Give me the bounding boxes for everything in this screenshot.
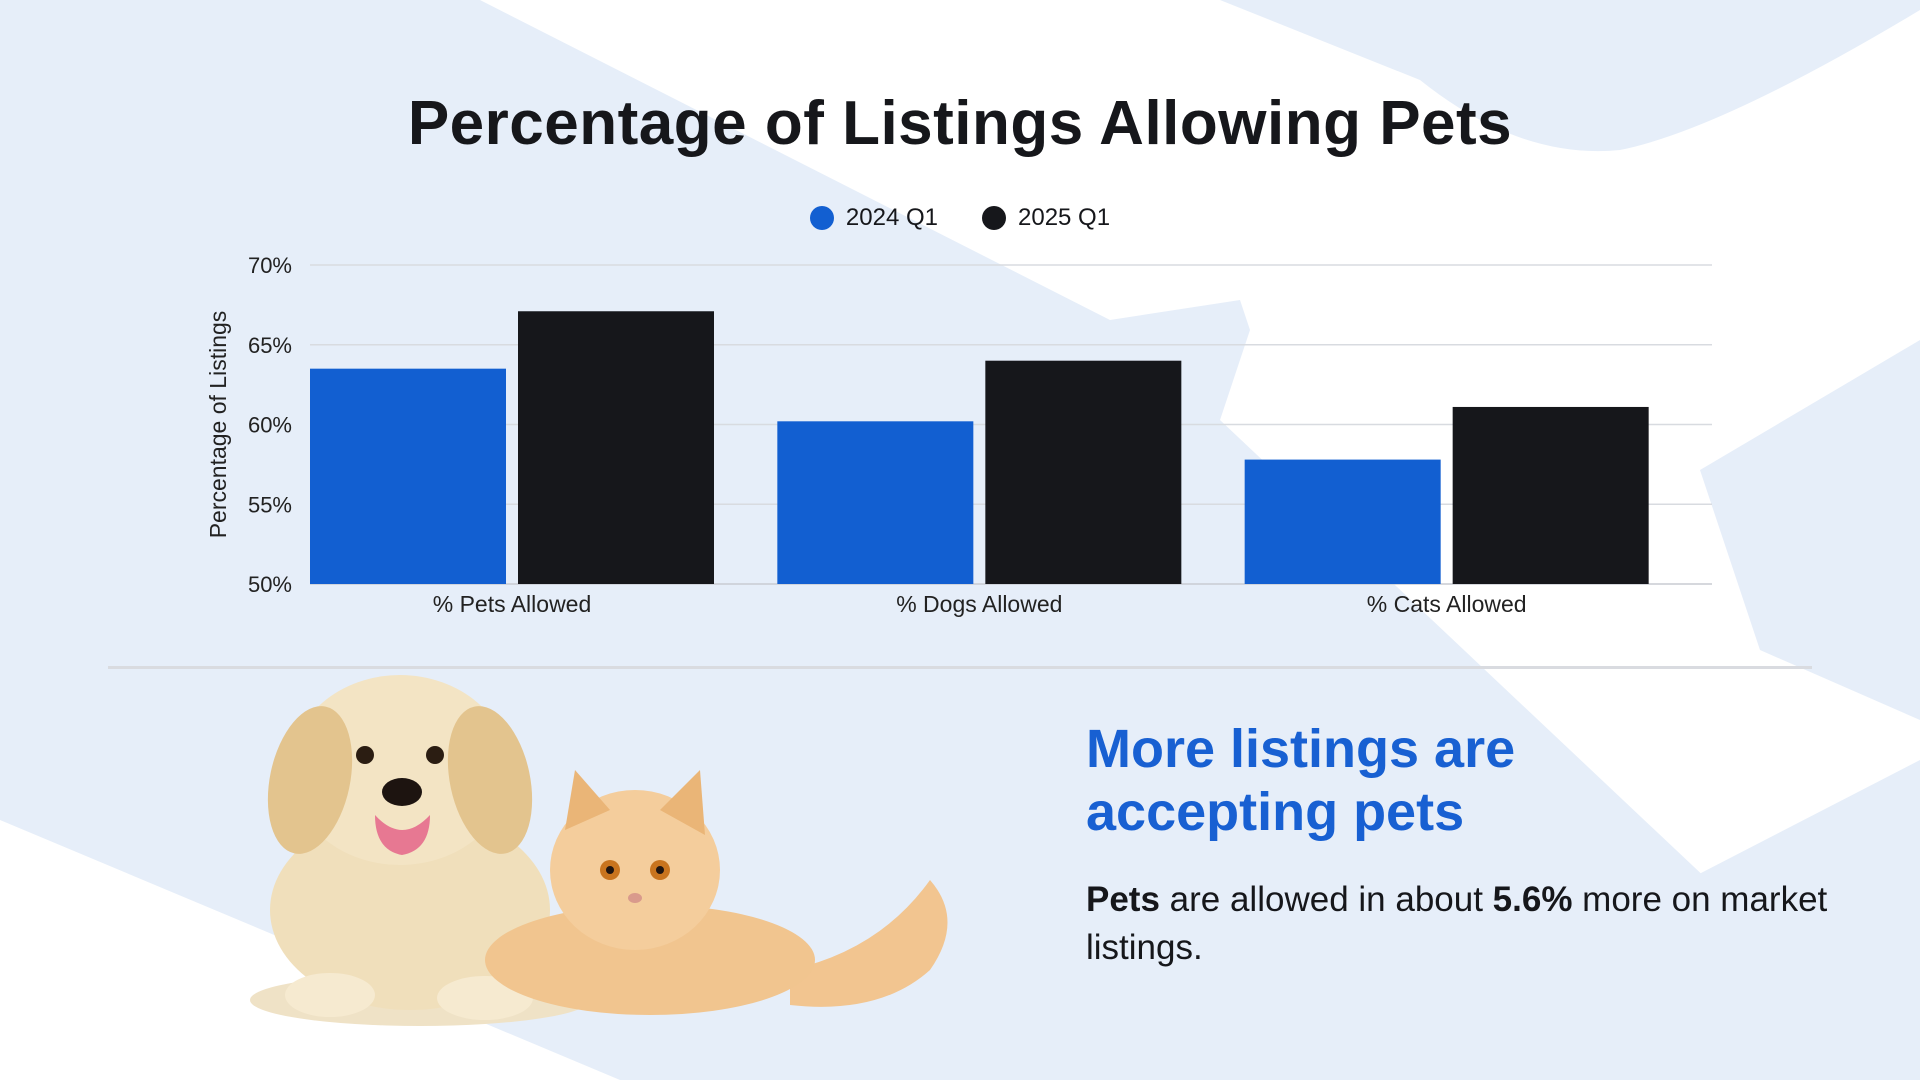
callout-headline-line-2: accepting pets	[1086, 782, 1465, 842]
pets-illustration	[250, 675, 948, 1026]
section-divider	[108, 666, 1812, 669]
bar-2024	[1244, 459, 1441, 584]
legend-swatch-2025	[982, 206, 1006, 230]
callout-headline: More listings are accepting pets	[1086, 718, 1846, 844]
bar-2025	[985, 360, 1182, 584]
bar-2024	[310, 368, 506, 584]
legend-label-2024: 2024 Q1	[845, 204, 938, 231]
background-shape-bottom-right	[1300, 760, 1920, 1080]
callout-text-1: are allowed in about	[1159, 880, 1493, 919]
callout-text-2: more on market listings.	[1086, 880, 1828, 967]
x-tick-label: % Pets Allowed	[433, 591, 592, 617]
background-shape-right	[1700, 340, 1920, 720]
chart-title: Percentage of Listings Allowing Pets	[407, 89, 1513, 158]
bar-2025	[518, 311, 714, 584]
y-tick-label: 70%	[248, 253, 292, 278]
legend-item-2024: 2024 Q1	[809, 204, 938, 232]
legend-label-2025: 2025 Q1	[1018, 204, 1111, 231]
legend-swatch-2024	[809, 206, 834, 230]
background-shape-top-right	[1220, 0, 1920, 152]
callout-headline-line-1: More listings are	[1086, 719, 1516, 779]
y-tick-label: 60%	[248, 413, 292, 438]
x-tick-label: % Dogs Allowed	[896, 591, 1062, 617]
chart-legend: 2024 Q1 2025 Q1	[0, 204, 1920, 232]
x-tick-label: % Cats Allowed	[1367, 591, 1527, 617]
y-axis-label: Percentage of Listings	[205, 311, 231, 539]
dog-icon	[250, 675, 590, 1026]
cat-icon	[485, 770, 948, 1015]
bar-2024	[777, 421, 974, 584]
callout-body: Pets are allowed in about 5.6% more on m…	[1086, 876, 1846, 972]
callout-bold-pets: Pets	[1086, 880, 1160, 919]
y-tick-label: 50%	[248, 572, 292, 597]
legend-item-2025: 2025 Q1	[982, 204, 1110, 232]
y-tick-label: 65%	[248, 333, 292, 358]
bar-2025	[1452, 406, 1649, 584]
callout-bold-percent: 5.6%	[1492, 880, 1573, 919]
y-tick-label: 55%	[248, 492, 292, 517]
